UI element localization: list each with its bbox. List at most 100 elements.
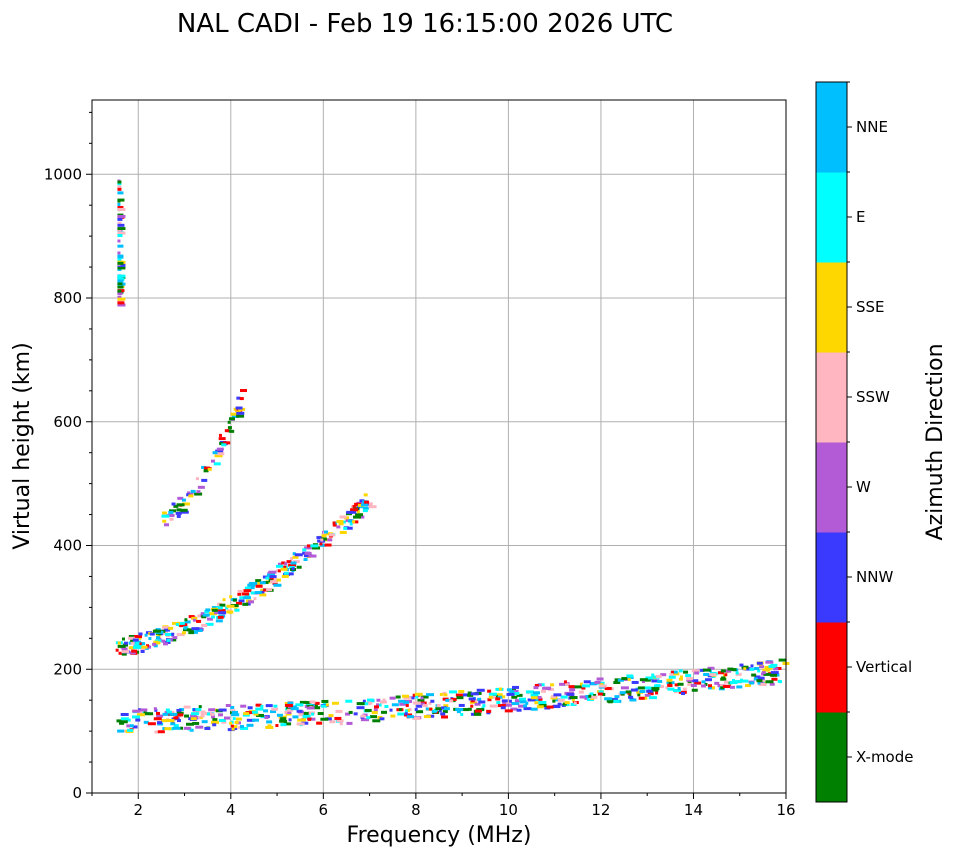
echo-point: [643, 686, 650, 690]
echo-point: [542, 687, 551, 691]
echo-point: [486, 709, 492, 713]
echo-point: [637, 686, 645, 690]
echo-point: [188, 615, 195, 619]
echo-point: [245, 711, 254, 715]
echo-point: [139, 711, 143, 715]
echo-point: [735, 672, 742, 676]
echo-point: [473, 712, 482, 716]
echo-point: [667, 687, 675, 691]
echo-point: [270, 580, 279, 584]
echo-point: [179, 624, 187, 628]
echo-point: [153, 707, 157, 711]
echo-point: [212, 723, 217, 727]
echo-point: [336, 719, 344, 723]
echo-point: [163, 642, 169, 646]
echo-point: [489, 704, 498, 708]
echo-point: [317, 712, 324, 716]
echo-point: [768, 664, 776, 668]
echo-point: [573, 701, 577, 705]
echo-point: [294, 553, 303, 557]
echo-point: [470, 699, 475, 703]
echo-point: [717, 671, 724, 675]
echo-point: [538, 697, 543, 701]
echo-point: [221, 720, 227, 724]
echo-point: [117, 227, 126, 231]
echo-point: [153, 717, 162, 721]
echo-point: [455, 693, 463, 697]
echo-point: [495, 693, 503, 697]
echo-point: [120, 717, 129, 721]
echo-point: [727, 667, 734, 671]
echo-point: [212, 718, 218, 722]
echo-point: [573, 685, 582, 689]
echo-point: [429, 707, 433, 711]
echo-point: [350, 508, 359, 512]
echo-point: [152, 629, 161, 633]
echo-point: [311, 717, 316, 721]
echo-point: [271, 707, 279, 711]
echo-point: [154, 639, 163, 643]
echo-point: [157, 730, 165, 734]
echo-point: [439, 692, 443, 696]
echo-point: [614, 695, 620, 699]
echo-point: [276, 713, 283, 717]
echo-point: [117, 285, 124, 289]
echo-point: [733, 680, 742, 684]
echo-point: [117, 295, 122, 299]
echo-point: [677, 682, 684, 686]
echo-point: [164, 523, 170, 527]
echo-point: [308, 554, 317, 558]
echo-point: [307, 717, 311, 721]
echo-point: [620, 686, 629, 690]
echo-point: [488, 695, 493, 699]
echo-point: [143, 720, 149, 724]
echo-point: [218, 708, 227, 712]
echo-point: [377, 703, 382, 707]
echo-point: [171, 632, 175, 636]
echo-point: [502, 702, 508, 706]
echo-point: [223, 716, 230, 720]
echo-point: [117, 277, 125, 281]
echo-point: [420, 696, 424, 700]
echo-point: [505, 701, 511, 705]
echo-point: [372, 719, 381, 723]
echo-point: [132, 638, 139, 642]
echo-point: [412, 716, 421, 720]
echo-point: [703, 672, 710, 676]
echo-point: [602, 692, 606, 696]
echo-point: [225, 704, 231, 708]
echo-point: [207, 712, 211, 716]
echo-point: [735, 671, 739, 675]
echo-point: [510, 707, 518, 711]
echo-point: [176, 708, 182, 712]
echo-point: [639, 678, 648, 682]
echo-point: [571, 698, 575, 702]
echo-point: [773, 667, 779, 671]
echo-point: [201, 465, 207, 469]
echo-point: [173, 716, 179, 720]
echo-point: [184, 620, 191, 624]
echo-point: [290, 557, 294, 561]
echo-point: [138, 636, 142, 640]
echo-point: [175, 623, 179, 627]
echo-point: [345, 699, 353, 703]
echo-point: [117, 303, 126, 307]
echo-point: [284, 722, 292, 726]
echo-point: [519, 700, 527, 704]
echo-point: [741, 665, 749, 669]
echo-point: [145, 712, 154, 716]
echo-point: [423, 715, 431, 719]
echo-point: [754, 667, 760, 671]
echo-point: [144, 633, 148, 637]
echo-point: [218, 718, 226, 722]
echo-point: [168, 638, 173, 642]
echo-point: [470, 704, 474, 708]
echo-point: [720, 677, 727, 681]
echo-point: [288, 572, 294, 576]
echo-point: [303, 718, 307, 722]
echo-point: [184, 618, 188, 622]
echo-point: [235, 601, 242, 605]
echo-point: [255, 703, 262, 707]
echo-point: [284, 562, 288, 566]
